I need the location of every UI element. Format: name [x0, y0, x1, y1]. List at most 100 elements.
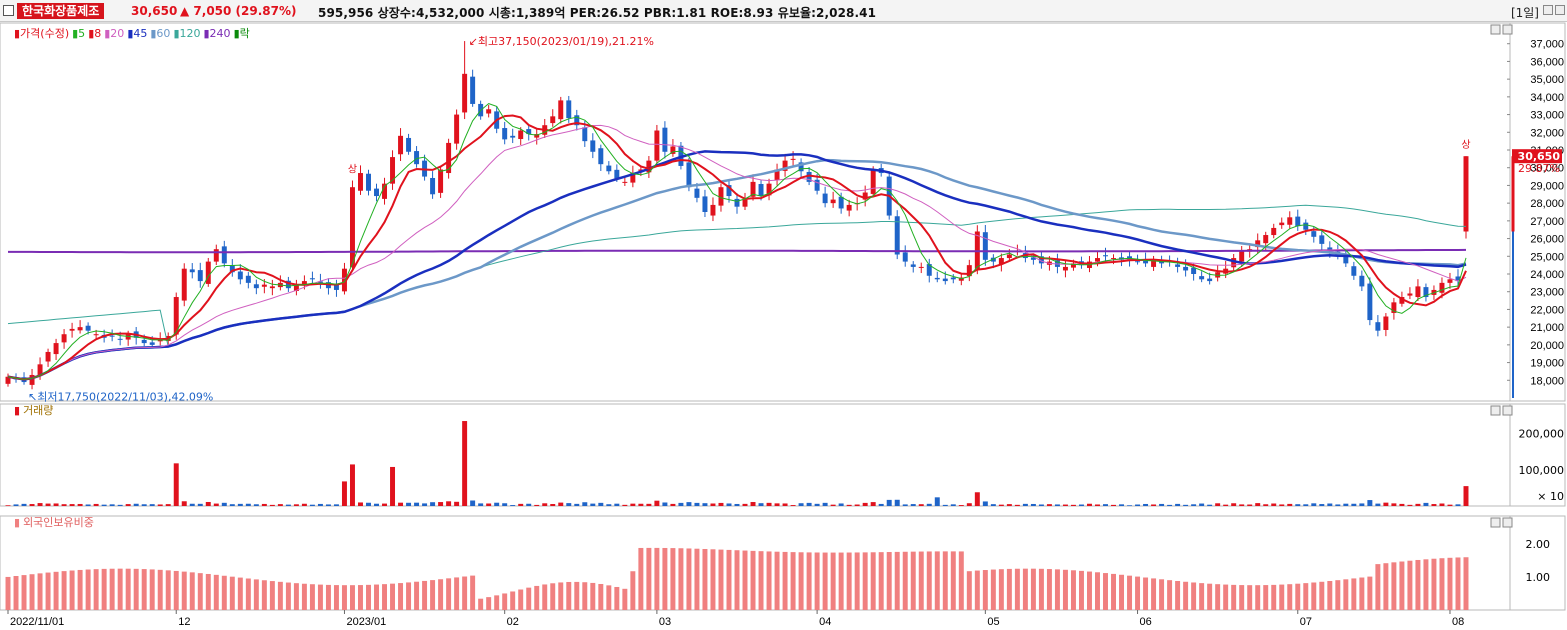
volume-bar	[1038, 504, 1044, 506]
volume-bar	[454, 501, 460, 506]
pane-restore-icon-2	[1490, 517, 1501, 528]
foreign-bar	[494, 595, 500, 610]
volume-bar	[37, 503, 43, 506]
legend-item-1[interactable]: ▮5	[72, 27, 86, 40]
candle-body	[1062, 266, 1068, 271]
candle-body	[518, 130, 524, 140]
volume-bar	[1046, 504, 1052, 506]
candle-body	[766, 183, 772, 196]
volume-bar	[293, 504, 299, 506]
foreign-bar	[277, 581, 283, 610]
foreign-bar	[1215, 584, 1221, 610]
candle-body	[446, 142, 452, 174]
select-checkbox[interactable]	[3, 5, 14, 16]
foreign-bar	[430, 580, 436, 610]
foreign-bar	[654, 547, 660, 610]
volume-bar	[734, 503, 740, 506]
volume-bar	[1239, 504, 1245, 506]
volume-bar	[285, 504, 291, 506]
candle-body	[366, 173, 371, 191]
foreign-bar	[630, 571, 636, 610]
volume-bar	[1062, 504, 1068, 506]
legend-item-5[interactable]: ▮60	[150, 27, 171, 40]
candle-body	[1295, 216, 1301, 227]
volume-bar	[1143, 503, 1149, 506]
volume-bar	[446, 501, 452, 506]
close-icon[interactable]	[1555, 5, 1565, 15]
foreign-bar	[1183, 581, 1189, 610]
foreign-bar	[333, 585, 339, 610]
candle-body	[245, 275, 251, 283]
legend-item-4[interactable]: ▮45	[127, 27, 148, 40]
legend-item-8[interactable]: ▮락	[233, 27, 250, 40]
candle-body	[918, 266, 924, 268]
foreign-bar	[758, 551, 764, 610]
foreign-bar	[1167, 580, 1173, 610]
volume-bar	[237, 503, 243, 506]
candle-body	[694, 188, 700, 198]
candle-body	[269, 286, 275, 289]
candle-body	[1287, 217, 1293, 225]
candle-body	[966, 265, 972, 277]
candle-body	[638, 169, 644, 171]
candle-body	[1383, 316, 1389, 330]
candle-body	[782, 160, 788, 171]
foreign-bar	[1159, 579, 1165, 610]
candle-body	[349, 187, 355, 268]
candle-body	[197, 270, 203, 282]
volume-bar	[1375, 503, 1381, 506]
volume-bar	[1231, 503, 1237, 506]
volume-bar	[1095, 504, 1100, 506]
foreign-bar	[934, 551, 940, 610]
minimize-icon[interactable]	[1543, 5, 1553, 15]
candle-body	[189, 269, 195, 273]
volume-bar	[414, 502, 420, 506]
foreign-bar	[1319, 581, 1325, 610]
ma8-line	[7, 114, 1467, 381]
volume-bar	[478, 503, 484, 506]
foreign-bar	[470, 575, 476, 610]
volume-bar	[333, 504, 339, 506]
candle-body	[1359, 275, 1365, 287]
foreign-bar	[1239, 585, 1245, 610]
candle-body	[1038, 256, 1044, 264]
foreign-bar	[229, 576, 235, 610]
foreign-bar	[438, 579, 444, 610]
candle-body	[662, 127, 668, 152]
volume-bar	[678, 502, 684, 506]
foreign-bar	[870, 552, 876, 610]
legend-item-0[interactable]: ▮가격(수정)	[14, 27, 70, 40]
candle-body	[406, 137, 412, 152]
volume-bar	[918, 504, 924, 506]
candle-body	[253, 284, 259, 289]
legend-item-3[interactable]: ▮20	[104, 27, 125, 40]
volume-bar	[109, 504, 115, 506]
foreign-bar	[958, 551, 964, 610]
foreign-bar	[798, 552, 804, 610]
candle-body	[558, 100, 564, 120]
volume-bar	[374, 503, 379, 506]
stock-name-label[interactable]: 한국화장품제조	[17, 3, 105, 19]
foreign-bar	[382, 584, 388, 610]
candle-body	[942, 278, 948, 282]
volume-bar	[189, 503, 195, 506]
legend-item-6[interactable]: ▮120	[173, 27, 201, 40]
volume-bar	[358, 502, 363, 506]
foreign-bar	[1030, 568, 1036, 610]
foreign-bar	[1255, 585, 1261, 610]
stock-chart: 18,000 19,000 20,000 21,000 22,000 23,000 24,0…	[0, 22, 1566, 628]
foreign-bar	[1343, 579, 1349, 610]
legend-item-7[interactable]: ▮240	[203, 27, 231, 40]
volume-bar	[558, 502, 564, 506]
volume-bar	[1303, 504, 1309, 506]
foreign-legend: ▮ 외국인보유비중	[14, 516, 94, 529]
volume-bar	[1463, 486, 1469, 506]
foreign-bar	[213, 574, 219, 610]
period-selector[interactable]: [1일]	[1510, 6, 1539, 20]
volume-bar	[838, 503, 844, 506]
volume-bar	[854, 504, 860, 506]
candle-body	[29, 374, 35, 385]
legend-item-2[interactable]: ▮8	[88, 27, 102, 40]
volume-bar	[718, 502, 724, 506]
foreign-bar	[606, 585, 612, 610]
